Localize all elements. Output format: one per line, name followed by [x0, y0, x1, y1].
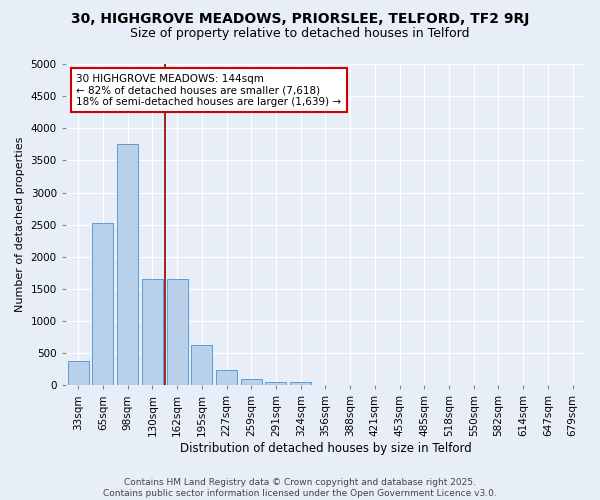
Bar	[191, 346, 212, 386]
Text: 30 HIGHGROVE MEADOWS: 144sqm
← 82% of detached houses are smaller (7,618)
18% of: 30 HIGHGROVE MEADOWS: 144sqm ← 82% of de…	[76, 74, 341, 107]
Bar	[167, 280, 188, 386]
Bar	[241, 378, 262, 386]
Text: 30, HIGHGROVE MEADOWS, PRIORSLEE, TELFORD, TF2 9RJ: 30, HIGHGROVE MEADOWS, PRIORSLEE, TELFOR…	[71, 12, 529, 26]
Bar	[92, 222, 113, 386]
Y-axis label: Number of detached properties: Number of detached properties	[15, 137, 25, 312]
Bar	[117, 144, 138, 386]
Text: Size of property relative to detached houses in Telford: Size of property relative to detached ho…	[130, 28, 470, 40]
Bar	[142, 280, 163, 386]
Text: Contains HM Land Registry data © Crown copyright and database right 2025.
Contai: Contains HM Land Registry data © Crown c…	[103, 478, 497, 498]
Bar	[216, 370, 237, 386]
Bar	[265, 382, 286, 386]
Bar	[68, 361, 89, 386]
X-axis label: Distribution of detached houses by size in Telford: Distribution of detached houses by size …	[179, 442, 471, 455]
Bar	[290, 382, 311, 386]
